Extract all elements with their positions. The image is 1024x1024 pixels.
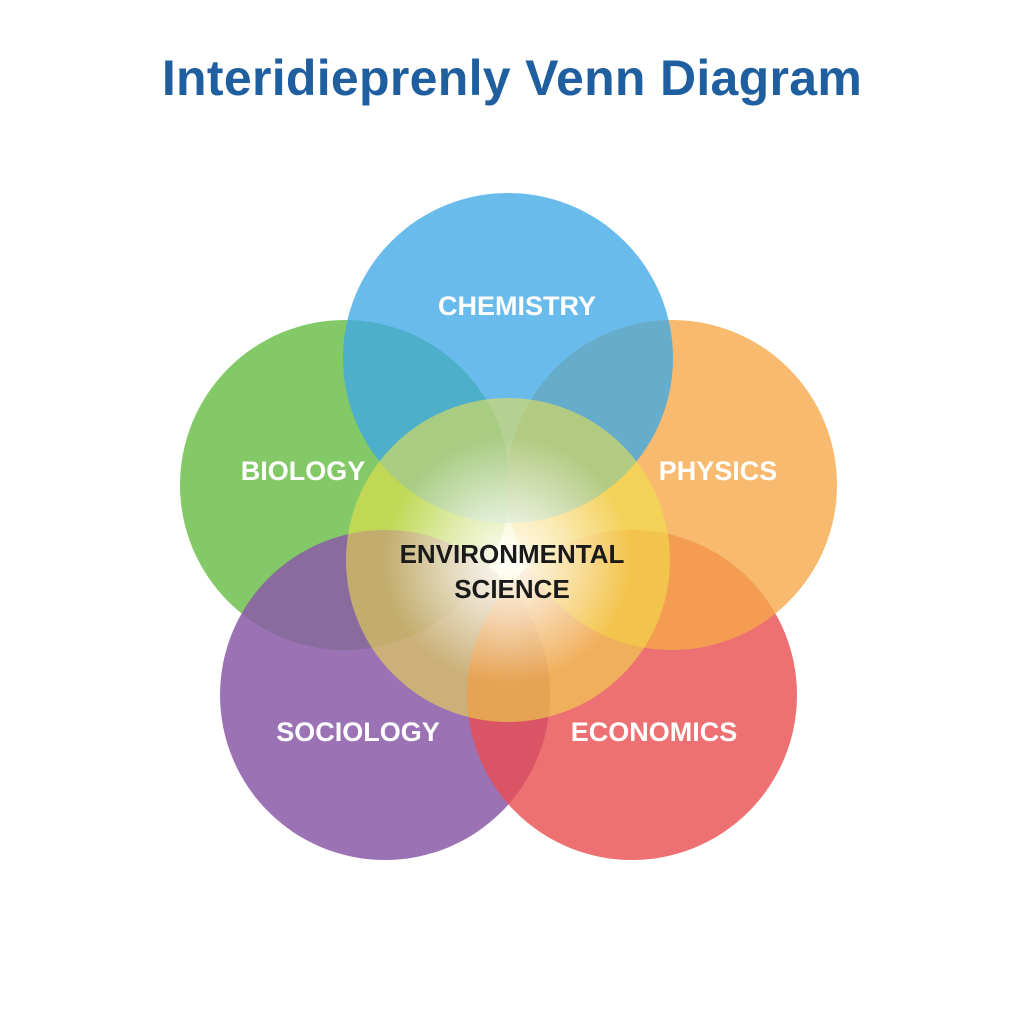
label-economics: ECONOMICS xyxy=(571,717,738,747)
label-environmental-science-line1: ENVIRONMENTAL xyxy=(400,539,625,569)
diagram-title: Interidieprenly Venn Diagram xyxy=(161,50,863,106)
label-physics: PHYSICS xyxy=(659,456,778,486)
label-environmental-science-line2: SCIENCE xyxy=(454,574,570,604)
label-biology: BIOLOGY xyxy=(241,456,366,486)
label-chemistry: CHEMISTRY xyxy=(438,291,596,321)
center-glow xyxy=(343,395,673,725)
label-sociology: SOCIOLOGY xyxy=(276,717,440,747)
